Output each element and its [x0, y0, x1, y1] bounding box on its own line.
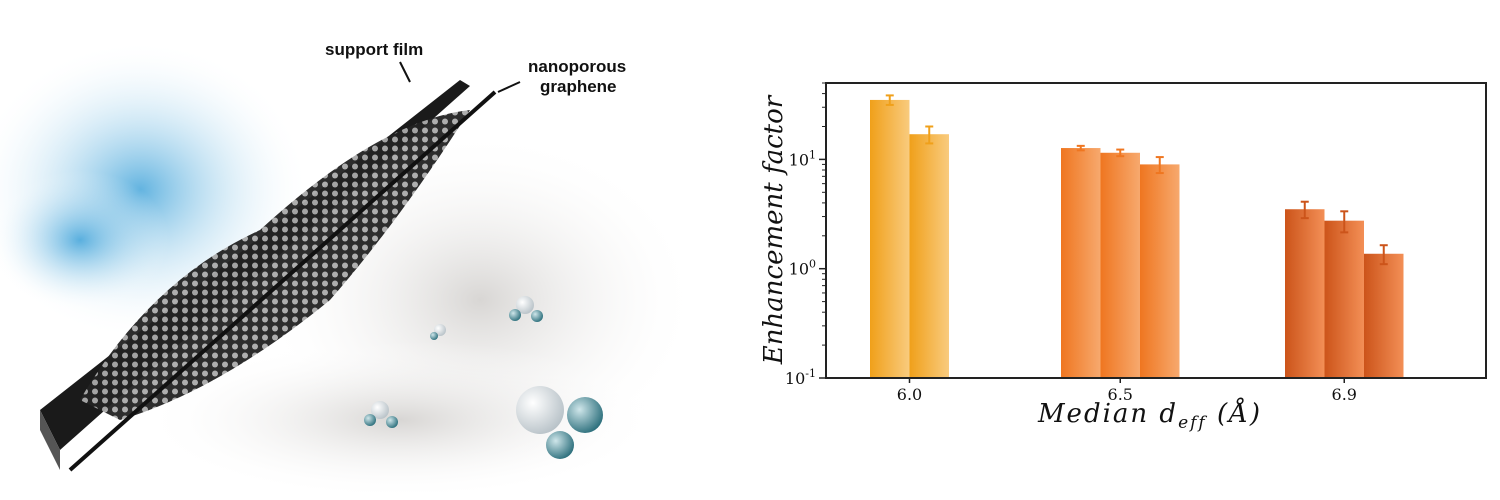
- y-axis: 10-1 100 101: [785, 82, 826, 388]
- water-molecules: [364, 296, 603, 459]
- y-tick-label: 10-1: [785, 367, 816, 388]
- error-bar-6.9-3: [1379, 244, 1388, 266]
- x-tick-label-6.9: 6.9: [1332, 385, 1357, 404]
- x-axis: 6.0 6.5 6.9: [897, 378, 1357, 404]
- error-bar-6.9-2: [1340, 210, 1349, 234]
- plot-frame: [825, 82, 1487, 379]
- bar-6.9-3: [1364, 253, 1404, 378]
- x-tick-label-6.5: 6.5: [1108, 385, 1133, 404]
- y-tick-label: 101: [789, 148, 816, 169]
- nanoporous-graphene-label-1: nanoporous: [528, 57, 626, 76]
- error-bar-6.5-1: [1076, 144, 1085, 152]
- x-axis-label: Median deff (Å): [1037, 397, 1262, 433]
- nanoporous-graphene: [68, 90, 497, 472]
- bar-6.5-1: [1061, 148, 1101, 378]
- error-bar-6.9-1: [1300, 200, 1309, 220]
- bar-6.9-2: [1324, 220, 1364, 378]
- bar-6.9-1: [1285, 209, 1325, 378]
- bar-6.5-3: [1140, 164, 1180, 378]
- bar-6.0-1: [870, 99, 910, 378]
- x-tick-label-6.0: 6.0: [897, 385, 922, 404]
- support-film-label: support film: [325, 40, 423, 59]
- bar-6.5-2: [1100, 152, 1140, 378]
- membrane-illustration: support film nanoporous graphene: [0, 40, 700, 500]
- nanoporous-graphene-label-2: graphene: [540, 77, 617, 96]
- error-bar-6.5-2: [1116, 148, 1125, 158]
- support-film-pointer: [399, 61, 411, 83]
- graphene-pointer: [497, 81, 521, 93]
- y-tick-label: 100: [789, 258, 816, 279]
- error-bar-6.0-2: [925, 125, 934, 145]
- y-axis-label: Enhancement factor: [759, 94, 789, 365]
- bar-6.0-2: [909, 134, 949, 378]
- bars-layer: [870, 94, 1404, 378]
- error-bar-6.0-1: [885, 94, 894, 106]
- error-bar-6.5-3: [1155, 156, 1164, 175]
